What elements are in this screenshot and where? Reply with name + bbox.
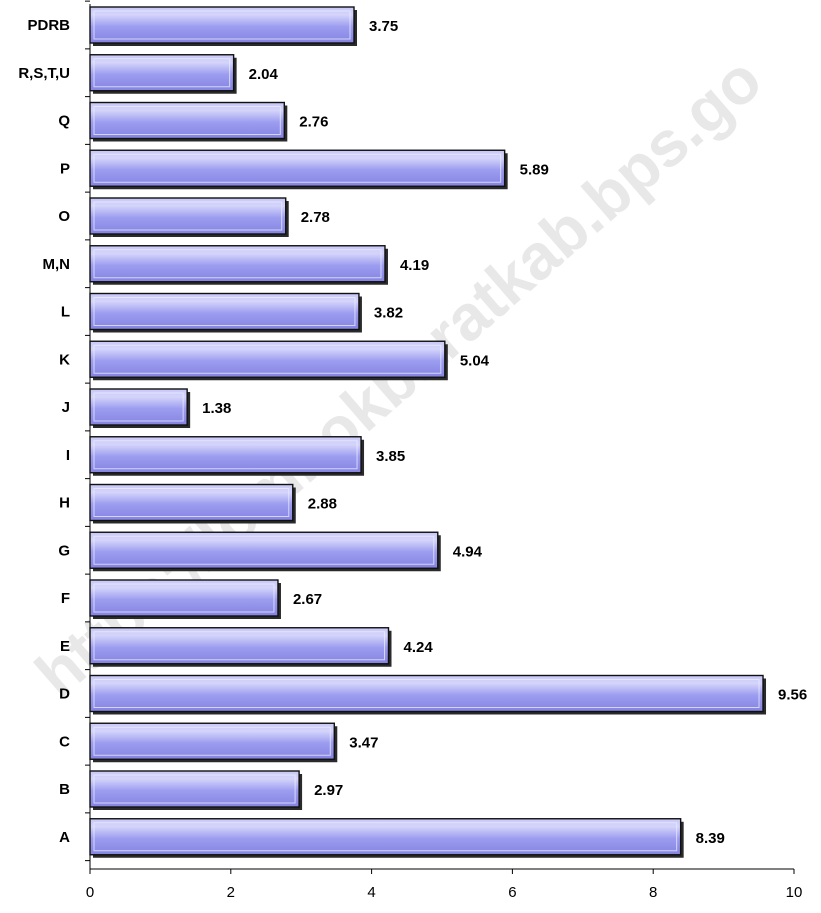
value-label: 3.47 [349,734,378,751]
bar-p [89,149,506,187]
value-label: 9.56 [778,687,807,704]
value-label: 2.76 [299,114,328,131]
bar-q [89,101,286,140]
bar-bevel [93,297,356,326]
bar-bevel [93,774,296,804]
bar-bevel [93,822,678,852]
bar-l [89,292,360,331]
value-label: 5.89 [520,161,549,178]
bar-bevel [93,249,382,279]
bar-bevel [93,726,331,756]
category-label: E [60,638,70,655]
category-label: M,N [43,256,71,273]
value-label: 4.19 [400,257,429,274]
category-label: D [59,686,70,703]
bar-f [89,579,279,617]
x-tick-label: 6 [508,884,516,901]
bar-bevel [93,58,231,88]
value-label: 3.85 [376,448,405,465]
x-tick-label: 2 [227,884,235,901]
category-label: F [61,590,70,607]
bar-c [89,722,335,760]
value-label: 2.04 [249,66,279,83]
category-label: J [62,399,70,416]
value-label: 4.94 [453,543,483,560]
bar-k [89,340,446,378]
bar-bevel [93,201,283,231]
bar-a [89,818,682,856]
bar-b [89,770,300,808]
bar-h [89,483,294,522]
bar-bevel [93,583,275,613]
bar-pdrb [89,6,355,44]
bar-bevel [93,10,351,40]
category-label: G [58,542,70,559]
category-label: K [59,351,70,368]
labels: 0 2 4 6 8 10 PDRB 3.75 R,S,T,U 2.04 Q 2.76 P 5.89 O 2.7… [18,17,807,901]
bar-e [89,627,390,665]
value-label: 2.88 [308,496,337,513]
category-label: H [59,495,70,512]
bar-bevel [93,535,435,565]
bar-bevel [93,106,281,135]
category-label: A [59,829,70,846]
value-label: 1.38 [202,400,231,417]
bar-r-s-t-u [89,54,235,92]
category-label: O [58,208,70,225]
value-label: 2.67 [293,591,322,608]
bar-i [89,436,362,474]
category-label: Q [58,113,70,130]
bar-d [89,674,764,713]
bar-m-n [89,245,386,283]
bar-j [89,388,188,426]
bar-bevel [93,392,184,422]
value-label: 8.39 [696,830,725,847]
value-label: 4.24 [403,639,433,656]
bar-bevel [93,631,385,661]
bar-g [89,531,439,569]
category-label: B [59,781,70,798]
bar-o [89,197,287,235]
bar-bevel [93,344,442,374]
bars [89,6,767,858]
value-label: 5.04 [460,352,490,369]
value-label: 2.78 [301,209,330,226]
x-tick-label: 4 [367,884,375,901]
category-label: I [66,447,70,464]
x-tick-label: 8 [649,884,657,901]
value-label: 3.82 [374,305,403,322]
category-label: L [61,304,70,321]
bar-bevel [93,153,502,183]
bar-bevel [93,679,760,708]
x-tick-label: 10 [786,884,803,901]
bar-bevel [93,440,358,470]
x-tick-label: 0 [86,884,94,901]
bar-bevel [93,488,290,517]
category-label: PDRB [27,17,70,34]
category-label: C [59,733,70,750]
value-label: 2.97 [314,782,343,799]
value-label: 3.75 [369,18,398,35]
category-label: R,S,T,U [18,65,70,82]
category-label: P [60,160,70,177]
